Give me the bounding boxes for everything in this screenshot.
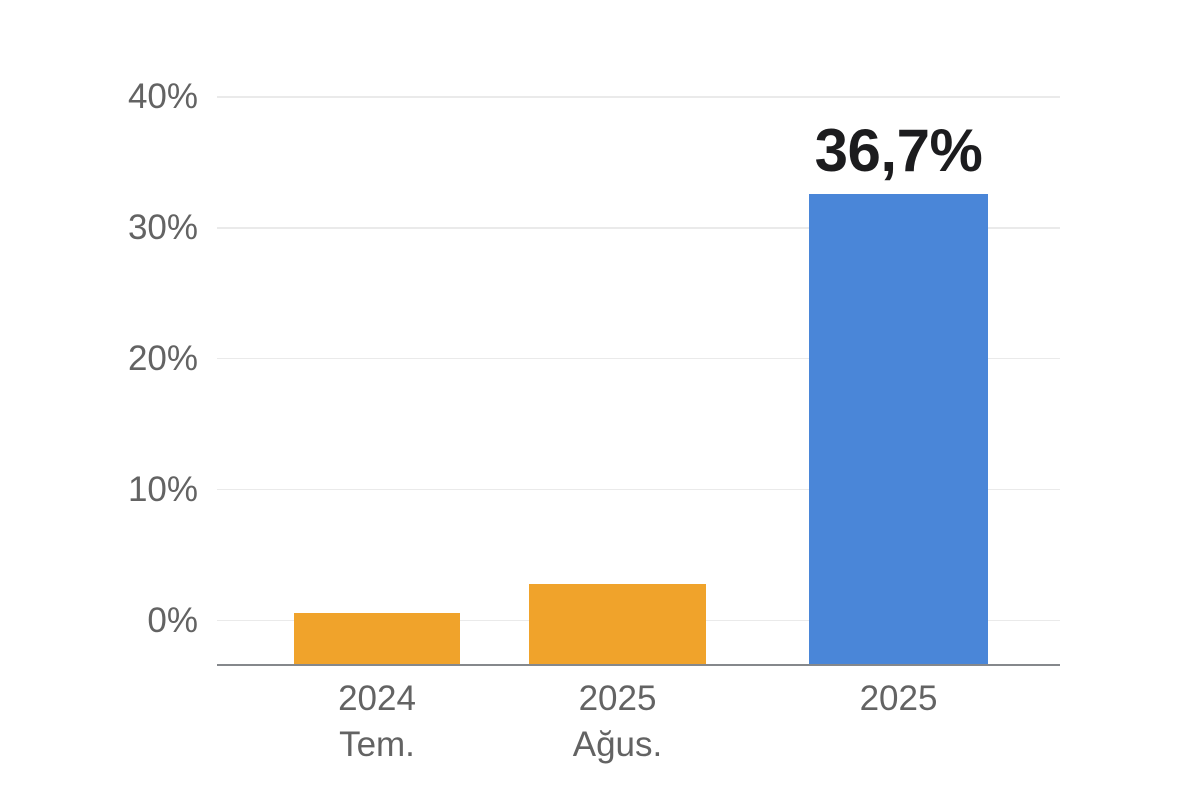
bar-2025	[809, 193, 988, 666]
gridline-10pct	[217, 488, 1060, 491]
x-axis-label: 2025 Ağus.	[458, 676, 778, 768]
x-axis-label: 2025	[739, 676, 1059, 722]
bar-2025-ağus.	[529, 583, 706, 666]
x-axis-label-line2: Tem.	[339, 725, 415, 764]
bar-2024-tem.	[294, 612, 460, 666]
x-axis-label-line1: 2025	[859, 679, 938, 718]
y-axis-tick-label: 0%	[147, 600, 198, 640]
x-axis-label-line1: 2024	[338, 679, 416, 718]
gridline-30pct	[217, 227, 1060, 229]
y-axis-tick-label: 20%	[127, 338, 198, 378]
x-axis-label-line2: Ağus.	[572, 725, 663, 764]
x-axis-label-line1: 2025	[578, 679, 657, 718]
gridline-20pct	[217, 357, 1060, 360]
y-axis-tick-label: 40%	[127, 76, 198, 116]
x-axis-line	[217, 664, 1060, 666]
gridline-40pct	[217, 96, 1060, 98]
x-axis-label: 2024 Tem.	[217, 676, 537, 768]
y-axis-tick-label: 10%	[127, 469, 198, 509]
bar-value-label: 36,7%	[814, 117, 983, 184]
y-axis-tick-label: 30%	[127, 207, 198, 247]
